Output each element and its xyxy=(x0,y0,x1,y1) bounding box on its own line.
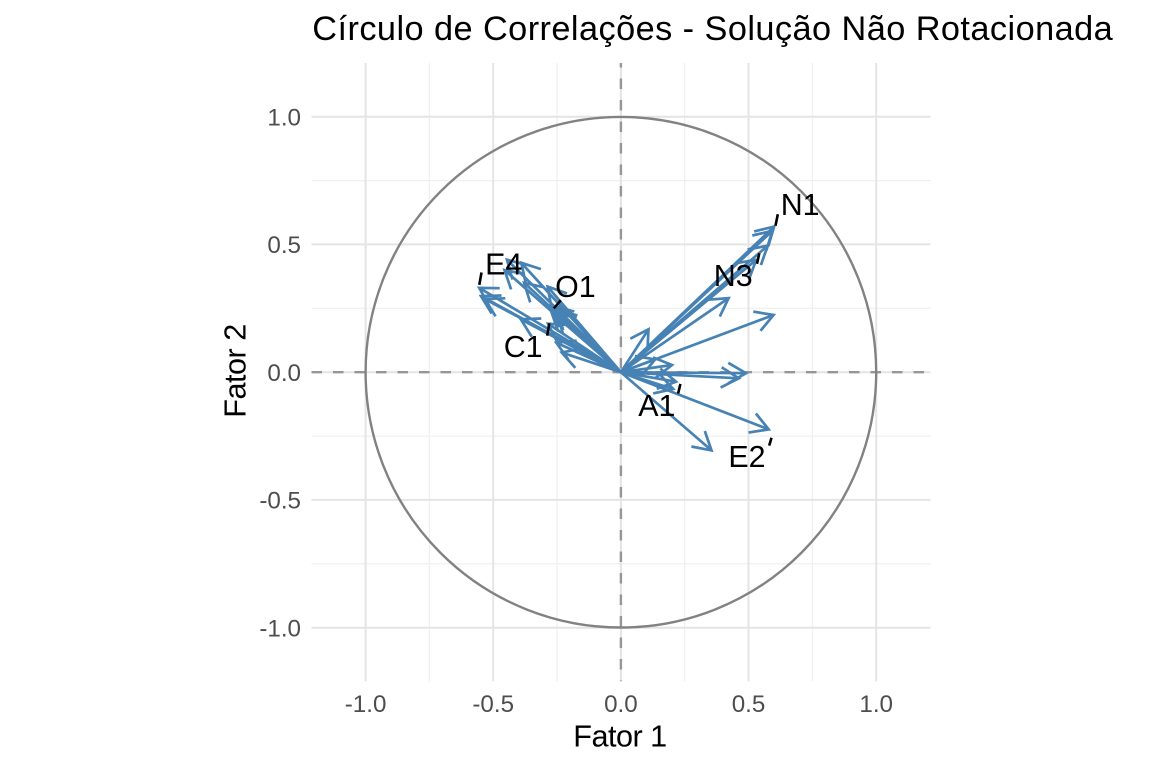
svg-text:0.0: 0.0 xyxy=(267,360,301,387)
svg-text:-0.5: -0.5 xyxy=(259,488,301,515)
svg-text:O1: O1 xyxy=(555,270,596,304)
svg-text:0.5: 0.5 xyxy=(267,232,301,259)
svg-text:E4: E4 xyxy=(485,247,522,281)
svg-text:A1: A1 xyxy=(638,389,675,423)
svg-text:Círculo de Correlações - Soluç: Círculo de Correlações - Solução Não Rot… xyxy=(312,10,1113,48)
svg-text:N3: N3 xyxy=(714,259,753,293)
svg-text:1.0: 1.0 xyxy=(859,691,893,718)
svg-text:Fator 1: Fator 1 xyxy=(573,719,666,753)
svg-text:-0.5: -0.5 xyxy=(472,691,514,718)
svg-text:E2: E2 xyxy=(728,440,765,474)
svg-text:-1.0: -1.0 xyxy=(345,691,387,718)
svg-text:C1: C1 xyxy=(504,330,543,364)
svg-text:N1: N1 xyxy=(781,188,820,222)
svg-text:0.0: 0.0 xyxy=(604,691,638,718)
svg-text:0.5: 0.5 xyxy=(732,691,766,718)
svg-text:1.0: 1.0 xyxy=(267,104,301,131)
svg-text:-1.0: -1.0 xyxy=(259,615,301,642)
svg-text:Fator 2: Fator 2 xyxy=(219,324,253,417)
